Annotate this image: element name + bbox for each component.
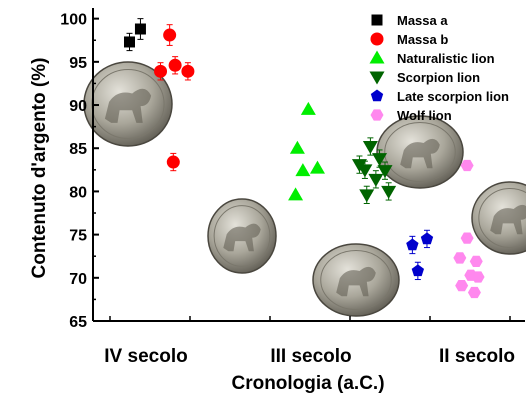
series-0 bbox=[124, 18, 146, 52]
series-4 bbox=[406, 229, 434, 281]
legend-marker bbox=[369, 50, 385, 64]
legend-marker bbox=[370, 89, 384, 102]
legend-label: Late scorpion lion bbox=[397, 89, 509, 104]
legend-label: Naturalistic lion bbox=[397, 51, 495, 66]
period-label-ii: II secolo bbox=[439, 346, 515, 367]
data-point bbox=[309, 160, 325, 174]
y-tick-label: 65 bbox=[69, 314, 87, 331]
series-5 bbox=[453, 159, 485, 299]
data-point bbox=[455, 279, 469, 292]
legend-label: Massa a bbox=[397, 13, 448, 28]
data-point bbox=[362, 140, 378, 154]
data-point bbox=[124, 36, 135, 48]
legend-item: Wolf lion bbox=[370, 108, 452, 123]
legend-marker bbox=[370, 32, 384, 46]
series-2 bbox=[288, 101, 325, 201]
series-1 bbox=[154, 24, 195, 172]
data-point bbox=[295, 163, 311, 177]
data-point bbox=[134, 23, 146, 35]
legend: Massa a Massa b Naturalistic lion Scorpion … bbox=[369, 13, 509, 123]
legend-label: Wolf lion bbox=[397, 108, 452, 123]
y-axis-label: Contenuto d'argento (%) bbox=[29, 58, 50, 279]
data-point bbox=[377, 165, 393, 179]
data-point bbox=[288, 187, 304, 201]
y-tick-label: 95 bbox=[69, 55, 87, 72]
coin-image bbox=[471, 181, 526, 255]
data-point bbox=[368, 173, 384, 187]
data-point bbox=[460, 159, 474, 172]
y-tick-label: 90 bbox=[69, 98, 87, 115]
data-point bbox=[359, 189, 375, 203]
data-markers bbox=[124, 18, 485, 299]
legend-item: Naturalistic lion bbox=[369, 50, 495, 66]
period-label-iii: III secolo bbox=[270, 346, 351, 367]
data-point bbox=[166, 155, 180, 169]
y-tick-label: 80 bbox=[69, 184, 87, 201]
legend-item: Late scorpion lion bbox=[370, 89, 509, 104]
data-point bbox=[300, 101, 316, 115]
coin-image bbox=[83, 61, 173, 147]
data-point bbox=[168, 58, 182, 72]
data-point bbox=[181, 64, 195, 78]
legend-marker bbox=[370, 109, 384, 121]
data-point bbox=[154, 64, 168, 78]
legend-item: Massa b bbox=[370, 32, 448, 47]
legend-item: Massa a bbox=[371, 13, 448, 28]
y-tick-label: 70 bbox=[69, 271, 87, 288]
coin-image bbox=[376, 115, 464, 189]
data-point bbox=[469, 255, 483, 268]
data-point bbox=[471, 271, 485, 283]
coin-images bbox=[83, 61, 526, 317]
data-point bbox=[163, 28, 177, 42]
data-point bbox=[357, 164, 373, 178]
coin-image bbox=[312, 243, 400, 317]
data-point bbox=[372, 153, 388, 167]
axes: 65 70 75 80 85 90 95 100 bbox=[60, 8, 525, 331]
coin-image bbox=[207, 198, 277, 274]
legend-marker bbox=[369, 71, 385, 85]
data-point bbox=[289, 140, 305, 154]
data-point bbox=[406, 238, 419, 251]
y-tick-label: 100 bbox=[60, 12, 87, 29]
series-3 bbox=[351, 137, 397, 205]
legend-marker bbox=[371, 14, 383, 26]
x-axis-label: Cronologia (a.C.) bbox=[231, 373, 384, 394]
axis-labels: Contenuto d'argento (%) IV secolo III se… bbox=[29, 58, 515, 394]
data-point bbox=[420, 232, 434, 245]
legend-label: Massa b bbox=[397, 32, 448, 47]
y-tick-label: 85 bbox=[69, 141, 87, 158]
period-label-iv: IV secolo bbox=[104, 346, 187, 367]
data-point bbox=[453, 252, 467, 264]
data-point bbox=[381, 185, 397, 199]
data-point bbox=[460, 232, 474, 244]
legend-label: Scorpion lion bbox=[397, 70, 480, 85]
data-point bbox=[467, 286, 481, 299]
y-tick-label: 75 bbox=[69, 228, 87, 245]
data-point bbox=[411, 264, 425, 277]
legend-item: Scorpion lion bbox=[369, 70, 480, 85]
